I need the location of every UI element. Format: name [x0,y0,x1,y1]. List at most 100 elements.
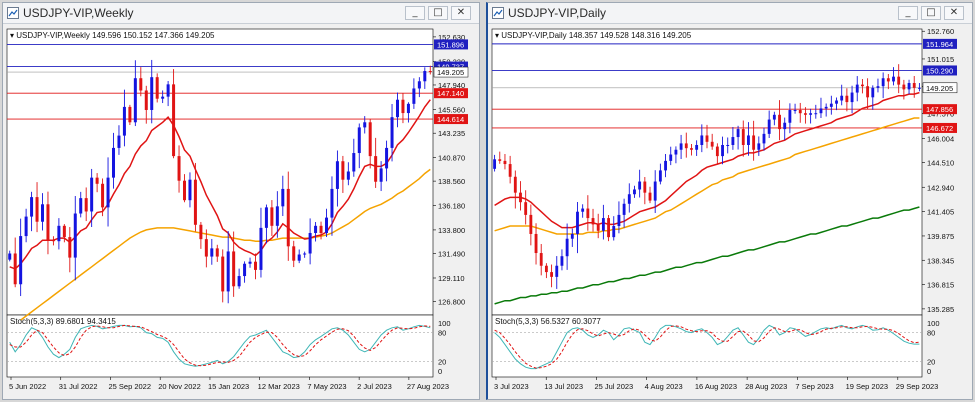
stoch-level-label: 0 [927,367,931,376]
chart-window-weekly[interactable]: USDJPY-VIP,Weekly _ □ ✕ 152.630150.22014… [2,2,480,400]
last-price-label: 149.205 [926,84,953,93]
candle-body [669,154,673,161]
x-tick-label: 3 Jul 2023 [494,382,529,391]
price-level-label: 147.856 [926,105,953,114]
candle-body [406,103,410,114]
candle-body [379,168,383,182]
stoch-level-label: 0 [438,367,442,376]
candle-body [576,211,579,234]
chart-icon [7,7,19,19]
y-tick-label: 140.870 [438,153,465,162]
candle-body [658,170,662,182]
last-price-label: 149.205 [437,68,464,77]
ema-fast-line [9,99,431,270]
candle-body [591,218,595,225]
candle-body [144,90,148,110]
candle-body [835,100,838,104]
x-tick-label: 29 Sep 2023 [896,382,939,391]
candle-body [155,77,159,99]
candle-body [90,177,94,212]
candle-body [341,161,345,180]
candle-body [788,110,792,123]
stoch-label: Stoch(5,3,3) 56.5327 60.3077 [495,317,601,326]
candle-body [237,276,241,287]
y-tick-label: 138.345 [927,256,954,265]
y-tick-label: 136.180 [438,202,465,211]
candle-body [529,214,533,234]
x-tick-label: 16 Aug 2023 [695,382,737,391]
stoch-label: Stoch(5,3,3) 89.6801 94.3415 [10,317,116,326]
price-level-tag [923,38,957,49]
candle-body [772,114,776,120]
candle-body [193,179,197,225]
candle-body [886,78,890,82]
candle-body [778,114,781,130]
candle-body [819,108,823,114]
maximize-button[interactable]: □ [428,6,448,20]
chart-window-daily[interactable]: USDJPY-VIP,Daily _ □ ✕ 152.760 151.015 149… [486,2,973,400]
stoch-signal-line [494,325,920,369]
candle-body [850,92,854,103]
candle-body [226,251,230,292]
weekly-chart-canvas[interactable]: 152.630150.220147.940145.560143.235140.8… [3,23,479,399]
candle-body [335,161,339,189]
candle-body [46,204,50,241]
x-tick-label: 7 May 2023 [307,382,346,391]
ema-mid-line [494,117,920,235]
candle-body [907,83,911,90]
candle-body [13,253,17,285]
candle-body [204,239,208,257]
candle-body [607,218,610,238]
x-tick-label: 2 Jul 2023 [357,382,392,391]
minimize-button[interactable]: _ [898,6,918,20]
price-level-label: 151.896 [437,40,464,49]
candle-body [385,147,389,169]
price-level-tag [434,39,468,50]
maximize-button[interactable]: □ [921,6,941,20]
candle-body [871,87,875,98]
candle-body [679,143,683,150]
chart-icon [492,7,504,19]
candle-body [324,217,329,233]
candle-body [128,106,132,123]
candle-body [150,77,154,110]
stoch-main-line [494,324,920,370]
candle-body [845,95,849,103]
candle-body [73,213,77,258]
close-button[interactable]: ✕ [944,6,964,20]
y-tick-label: 141.405 [927,208,954,217]
candle-body [690,148,693,150]
candle-body [726,144,730,146]
candle-body [390,117,394,148]
close-button[interactable]: ✕ [451,6,471,20]
last-price-tag [433,66,469,78]
candle-body [210,248,214,257]
candle-body [715,146,719,157]
stoch-pane [491,314,923,378]
stoch-signal-line [9,324,431,367]
candle-body [368,122,372,157]
y-tick-label: 143.235 [438,129,465,138]
minimize-button[interactable]: _ [405,6,425,20]
candle-body [493,159,497,169]
x-tick-label: 7 Sep 2023 [795,382,833,391]
candle-body [423,71,427,82]
candle-body [270,207,274,226]
candle-body [417,81,421,89]
candle-body [860,84,864,87]
candle-body [62,225,66,238]
candle-body [428,71,432,73]
x-tick-label: 25 Sep 2022 [108,382,151,391]
candle-body [700,135,704,145]
candle-body [917,87,921,89]
daily-chart-canvas[interactable]: 152.760151.015149.270147.570146.004144.5… [488,23,973,399]
candle-body [177,156,181,181]
candle-body [122,106,126,136]
window-titlebar[interactable]: USDJPY-VIP,Weekly _ □ ✕ [3,3,479,24]
candle-body [612,226,616,238]
window-titlebar[interactable]: USDJPY-VIP,Daily _ □ ✕ [488,3,972,24]
candle-body [166,84,170,97]
y-tick-label: 145.560 [438,105,465,114]
candle-body [35,197,39,222]
